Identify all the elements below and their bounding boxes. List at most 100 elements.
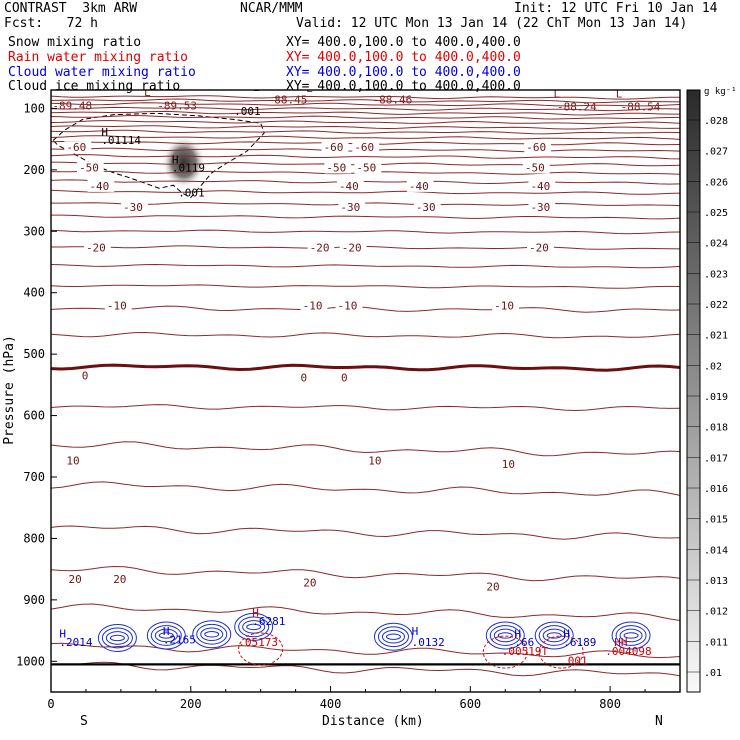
colorbar-tick-label: .012 [704, 607, 728, 618]
isotherm [51, 98, 680, 104]
temperature-label: 10 [66, 454, 79, 467]
legend-cloud-water-label: Cloud water mixing ratio [8, 65, 196, 80]
isotherm [51, 263, 680, 269]
temperature-label: -30 [123, 201, 143, 214]
cloud-water-contour [385, 633, 401, 640]
colorbar-tick-label: .025 [704, 208, 728, 219]
temperature-label: -40 [339, 180, 359, 193]
temperature-label: -50 [326, 161, 346, 174]
cloud-water-contour [242, 620, 266, 634]
temperature-label: -30 [416, 201, 436, 214]
isotherm [51, 120, 680, 125]
isotherm [51, 331, 680, 339]
isotherm [51, 565, 680, 582]
cloud-water-contour [154, 628, 178, 643]
temperature-label: -20 [86, 241, 106, 254]
colorbar-tick-label: .018 [704, 423, 728, 434]
x-tick-label: 800 [599, 697, 621, 711]
colorbar-tick-label: .015 [704, 515, 728, 526]
isotherm [51, 404, 680, 412]
x-tick-label: 400 [320, 697, 342, 711]
extremum-annotation: .01114 [101, 134, 141, 147]
valid-time: Valid: 12 UTC Mon 13 Jan 14 (22 ChT Mon … [296, 16, 688, 31]
isotherm [51, 154, 680, 160]
cloud-water-contour [146, 621, 186, 650]
temperature-label: -40 [89, 180, 109, 193]
cloud-water-contour [542, 628, 566, 643]
cloud-water-contour [493, 628, 517, 643]
temperature-label: -40 [409, 180, 429, 193]
isotherm [51, 129, 680, 135]
temperature-label: 10 [368, 454, 381, 467]
isotherm [51, 441, 680, 457]
y-tick-label: 800 [23, 531, 45, 545]
temperature-label-bg [324, 161, 352, 174]
temperature-label-bg [524, 141, 552, 154]
temperature-label-bg [406, 179, 434, 192]
temperature-label-bg [338, 200, 366, 213]
isotherm [51, 305, 680, 313]
isotherm [51, 125, 680, 130]
isotherm [51, 284, 680, 289]
cloud-water-contour [497, 632, 513, 639]
isotherm [51, 525, 680, 540]
legend-snow-label: Snow mixing ratio [8, 35, 142, 50]
extremum-annotation: -88.24 [557, 100, 597, 113]
temperature-label-bg [307, 241, 335, 254]
rain-water-contour [538, 635, 584, 669]
colorbar-tick-label: .016 [704, 484, 728, 495]
cloud-water-contour [373, 622, 413, 651]
legend-rain-label: Rain water mixing ratio [8, 50, 189, 65]
cloud-water-contour [619, 628, 643, 643]
cloud-water-contour [158, 632, 174, 639]
legend-rain-xy: XY= 400.0,100.0 to 400.0,400.0 [286, 50, 521, 65]
temperature-label-bg [104, 299, 132, 312]
colorbar-tick-label: .019 [704, 392, 728, 403]
cloud-water-contour [623, 632, 639, 639]
extremum-annotation: -88.46 [372, 94, 412, 107]
temperature-label-bg [499, 458, 519, 471]
temperature-label: -50 [356, 161, 376, 174]
temperature-label-bg [354, 161, 382, 174]
temperature-label: 20 [486, 580, 499, 593]
cloud-water-contour [204, 631, 220, 638]
isotherm [51, 135, 680, 140]
colorbar-tick-label: .026 [704, 177, 728, 188]
x-tick-label: 200 [180, 697, 202, 711]
temperature-label: -20 [342, 241, 362, 254]
colorbar-tick-label: .01 [704, 668, 722, 679]
extremum-annotation: HH [614, 636, 627, 649]
isotherm [51, 110, 680, 116]
cloud-water-contour [538, 625, 570, 646]
temperature-label-bg [484, 580, 504, 593]
colorbar-unit: g kg⁻¹ [704, 87, 737, 97]
temperature-label-bg [335, 299, 363, 312]
cloud-water-contour [611, 621, 651, 650]
temperature-label-bg [298, 371, 311, 384]
isotherm [51, 661, 680, 677]
temperature-label-bg [339, 241, 367, 254]
temperature-label-bg [87, 179, 115, 192]
y-tick-label: 900 [23, 593, 45, 607]
temperature-label: -40 [530, 180, 550, 193]
extremum-annotation: .0132 [412, 636, 445, 649]
temperature-label: -60 [324, 141, 344, 154]
extremum-annotation: L [253, 81, 260, 94]
temperature-label-bg [336, 179, 364, 192]
temperature-label: -50 [525, 161, 545, 174]
colorbar-tick-label: .014 [704, 545, 728, 556]
extremum-annotation: .6189 [563, 636, 596, 649]
isotherm [51, 189, 680, 195]
temperature-label: -10 [338, 300, 358, 313]
cloud-ice-contour [52, 112, 265, 199]
temperature-label-bg [528, 179, 556, 192]
extremum-annotation: -88.45 [268, 94, 308, 107]
y-tick-label: 700 [23, 470, 45, 484]
temperature-label: -60 [526, 141, 546, 154]
x-axis-title: Distance (km) [322, 714, 424, 729]
extremum-annotation: H [514, 627, 521, 640]
extremum-annotation: H [101, 126, 108, 139]
cloud-water-contour [381, 629, 405, 644]
isotherm [51, 481, 680, 496]
model-title: CONTRAST 3km ARW [4, 1, 138, 16]
